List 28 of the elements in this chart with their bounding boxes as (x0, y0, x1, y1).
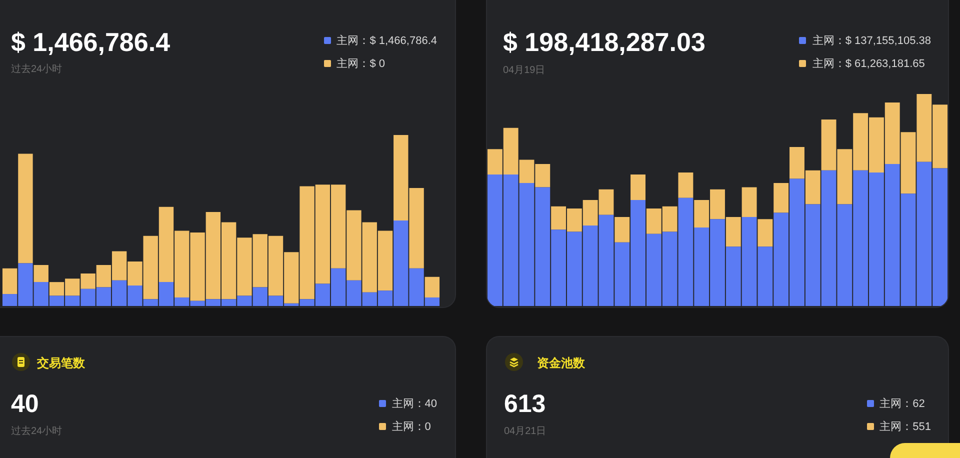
bar (630, 174, 646, 200)
legend-label: 主网：$ 1,466,786.4 (336, 34, 437, 48)
chart-title: $ 198,418,287.03 (503, 27, 706, 57)
text: 主网：40 (392, 396, 437, 410)
bar (678, 172, 694, 198)
text: 主网：551 (880, 420, 931, 434)
chart-subtitle: 04月19日 (503, 65, 546, 77)
bar (774, 183, 789, 213)
text: 40 (11, 390, 39, 418)
text: 主网：0 (392, 420, 431, 434)
text: 过去24小时 (11, 426, 62, 438)
chart-title: $ 1,466,786.4 (11, 27, 170, 57)
chart-subtitle: 过去24小时 (11, 64, 62, 76)
bar (34, 264, 48, 282)
legend-label: 主网：$ 61,263,181.65 (812, 56, 925, 70)
text: 主网：62 (880, 396, 925, 410)
text: 资金池数 (537, 355, 585, 371)
text: 04月21日 (504, 426, 546, 438)
bar (758, 219, 773, 247)
bar (742, 187, 757, 217)
bar (2, 268, 18, 294)
text: 交易笔数 (37, 355, 85, 371)
legend-label: 主网：$ 137,155,105.38 (812, 34, 931, 48)
legend-label: 主网：$ 0 (336, 56, 385, 70)
bar (424, 276, 440, 298)
text: 613 (504, 390, 546, 418)
bar (614, 216, 630, 242)
bar (18, 154, 33, 264)
